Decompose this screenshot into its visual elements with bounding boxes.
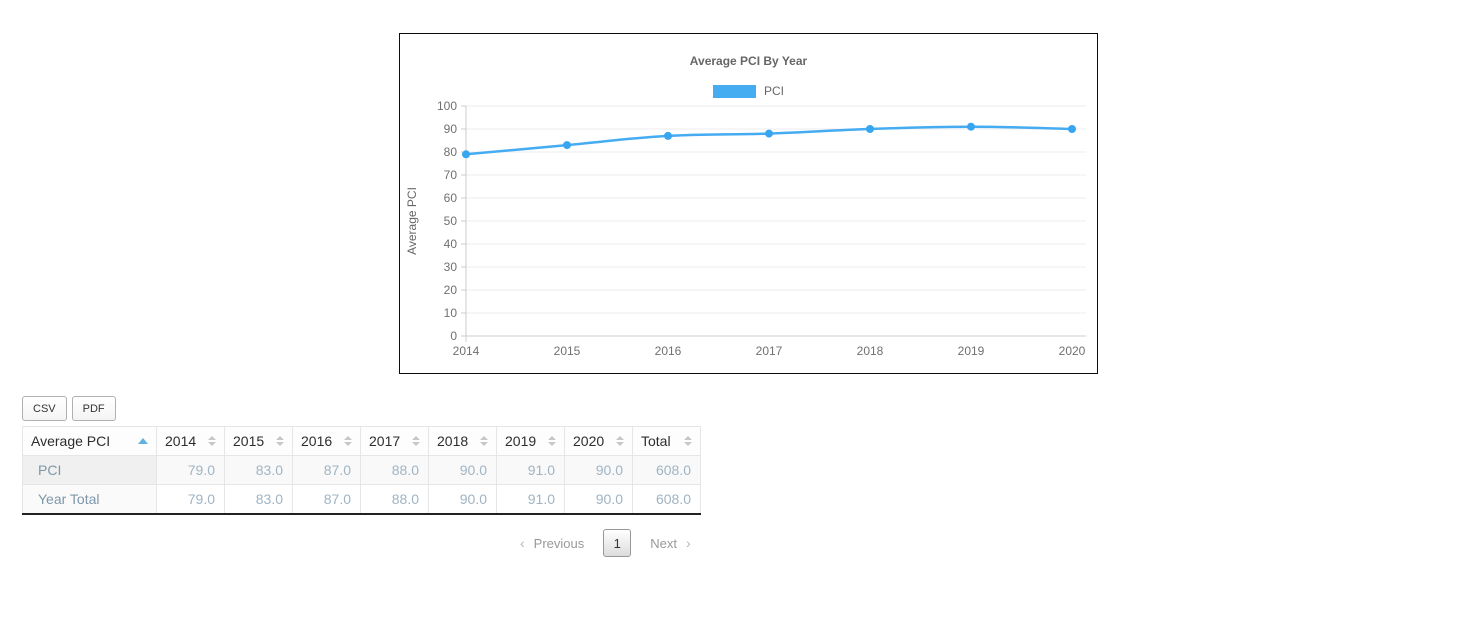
row-label: PCI xyxy=(22,455,157,485)
column-header-label: 2017 xyxy=(369,433,401,449)
export-toolbar: CSV PDF xyxy=(22,396,116,421)
column-header-label: 2015 xyxy=(233,433,265,449)
cell-value: 90.0 xyxy=(564,484,633,514)
cell-value: 90.0 xyxy=(428,484,497,514)
column-header-2015[interactable]: 2015 xyxy=(224,426,293,456)
chart-legend-item[interactable]: PCI xyxy=(400,84,1097,98)
column-header-2017[interactable]: 2017 xyxy=(360,426,429,456)
cell-value: 90.0 xyxy=(564,455,633,485)
cell-value: 79.0 xyxy=(156,455,225,485)
column-header-2016[interactable]: 2016 xyxy=(292,426,361,456)
previous-page-button[interactable]: ‹ Previous xyxy=(520,535,584,551)
sort-both-icon xyxy=(412,436,420,446)
next-page-button[interactable]: Next › xyxy=(650,535,690,551)
column-header-label: 2019 xyxy=(505,433,537,449)
svg-text:2016: 2016 xyxy=(655,344,682,358)
svg-text:2014: 2014 xyxy=(453,344,480,358)
cell-value: 83.0 xyxy=(224,484,293,514)
cell-value: 91.0 xyxy=(496,484,565,514)
chart-plot[interactable]: 0 10 20 30 40 50 60 70 80 90 100 2014 2015 2016 2017 20… xyxy=(400,34,1097,373)
column-header-2018[interactable]: 2018 xyxy=(428,426,497,456)
sort-both-icon xyxy=(480,436,488,446)
svg-text:2020: 2020 xyxy=(1059,344,1086,358)
sort-both-icon xyxy=(548,436,556,446)
svg-text:2015: 2015 xyxy=(554,344,581,358)
column-header-label: 2020 xyxy=(573,433,605,449)
column-header-label: 2018 xyxy=(437,433,469,449)
next-label: Next xyxy=(650,535,677,551)
svg-text:2019: 2019 xyxy=(958,344,985,358)
cell-value: 87.0 xyxy=(292,455,361,485)
column-header-label: Average PCI xyxy=(31,433,111,449)
svg-text:60: 60 xyxy=(444,191,458,205)
svg-text:70: 70 xyxy=(444,168,458,182)
column-header-total[interactable]: Total xyxy=(632,426,701,456)
cell-value: 90.0 xyxy=(428,455,497,485)
sort-both-icon xyxy=(684,436,692,446)
column-header-label: 2014 xyxy=(165,433,197,449)
column-header-average-pci[interactable]: Average PCI xyxy=(22,426,157,456)
cell-value: 79.0 xyxy=(156,484,225,514)
legend-label: PCI xyxy=(763,84,784,98)
svg-text:2018: 2018 xyxy=(857,344,884,358)
svg-text:2017: 2017 xyxy=(756,344,783,358)
row-label: Year Total xyxy=(22,484,157,514)
table-row: Year Total 79.0 83.0 87.0 88.0 90.0 91.0 90.0 60… xyxy=(22,484,701,514)
cell-value: 608.0 xyxy=(632,484,701,514)
svg-text:20: 20 xyxy=(444,283,458,297)
pdf-export-button[interactable]: PDF xyxy=(71,396,116,421)
table-body: PCI 79.0 83.0 87.0 88.0 90.0 91.0 90.0 608.0 Year… xyxy=(22,455,701,514)
svg-text:30: 30 xyxy=(444,260,458,274)
chart-title: Average PCI By Year xyxy=(689,54,808,68)
chart-panel: Average PCI By Year PCI 0 10 20 30 40 50 60 70 8… xyxy=(399,33,1098,374)
svg-text:10: 10 xyxy=(444,306,458,320)
svg-text:Average PCI: Average PCI xyxy=(405,187,419,255)
cell-value: 88.0 xyxy=(360,455,429,485)
svg-text:80: 80 xyxy=(444,145,458,159)
csv-export-button[interactable]: CSV xyxy=(22,396,67,421)
sort-both-icon xyxy=(208,436,216,446)
cell-value: 88.0 xyxy=(360,484,429,514)
previous-label: Previous xyxy=(533,535,585,551)
pci-data-table: Average PCI 2014 2015 2016 2017 2018 2019 2020 T… xyxy=(22,426,701,515)
svg-text:100: 100 xyxy=(437,99,457,113)
svg-text:50: 50 xyxy=(444,214,458,228)
table-row: PCI 79.0 83.0 87.0 88.0 90.0 91.0 90.0 608.0 xyxy=(22,455,701,485)
table-header-row: Average PCI 2014 2015 2016 2017 2018 2019 2020 T… xyxy=(22,426,701,456)
sort-both-icon xyxy=(344,436,352,446)
svg-text:0: 0 xyxy=(450,329,457,343)
column-header-2019[interactable]: 2019 xyxy=(496,426,565,456)
page-number-button[interactable]: 1 xyxy=(603,529,632,557)
legend-swatch xyxy=(712,84,756,98)
column-header-2020[interactable]: 2020 xyxy=(564,426,633,456)
chevron-right-icon: › xyxy=(685,535,691,551)
svg-text:90: 90 xyxy=(444,122,458,136)
svg-text:40: 40 xyxy=(444,237,458,251)
column-header-2014[interactable]: 2014 xyxy=(156,426,225,456)
cell-value: 608.0 xyxy=(632,455,701,485)
cell-value: 91.0 xyxy=(496,455,565,485)
sort-both-icon xyxy=(616,436,624,446)
column-header-label: 2016 xyxy=(301,433,333,449)
cell-value: 83.0 xyxy=(224,455,293,485)
pagination: ‹ Previous 1 Next › xyxy=(520,529,691,557)
sort-both-icon xyxy=(276,436,284,446)
chevron-left-icon: ‹ xyxy=(520,535,525,551)
cell-value: 87.0 xyxy=(292,484,361,514)
sort-ascending-icon xyxy=(138,438,148,444)
column-header-label: Total xyxy=(641,433,671,449)
